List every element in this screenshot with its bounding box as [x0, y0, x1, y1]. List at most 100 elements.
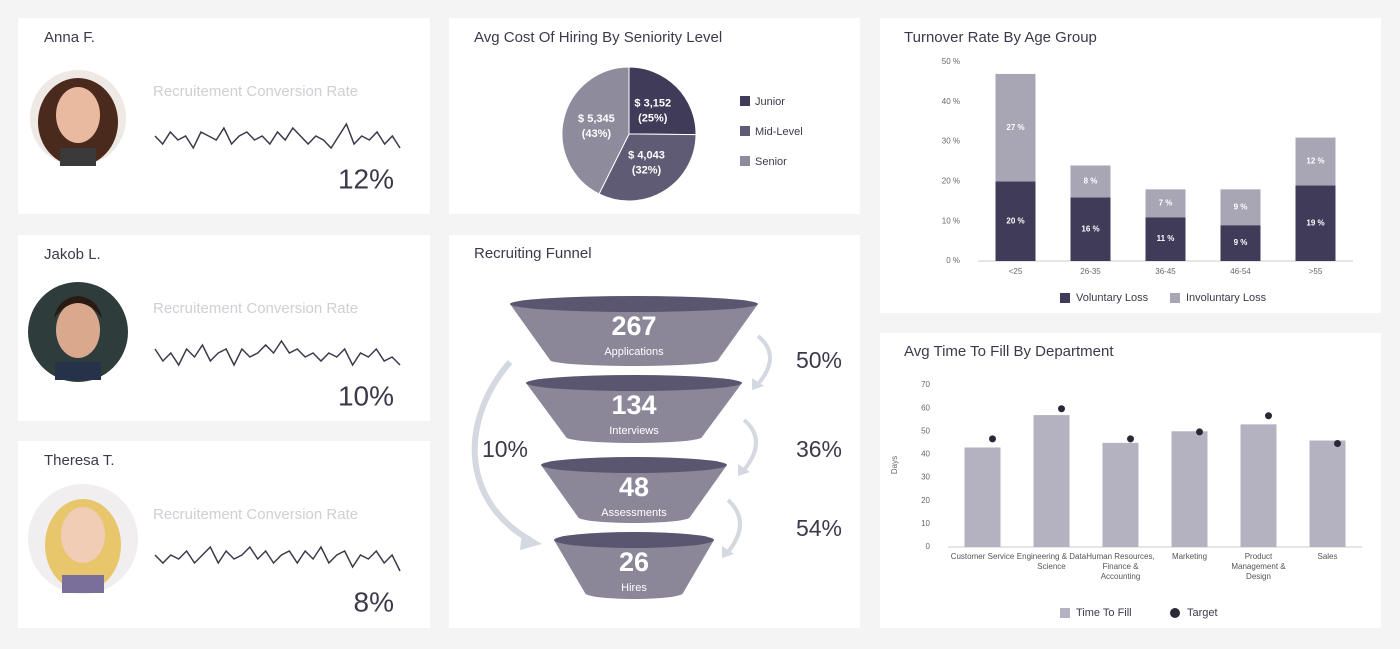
bar-label: 11 % [1157, 234, 1175, 243]
slice-percent: (32%) [632, 164, 662, 176]
stage-value: 26 [619, 547, 649, 577]
conversion: 36% [796, 436, 842, 462]
y-tick-label: 50 % [942, 57, 960, 66]
y-tick-label: 60 [921, 403, 930, 412]
legend-label: Voluntary Loss [1076, 292, 1149, 304]
bar [964, 447, 1001, 547]
metric-label: Recruitement Conversion Rate [153, 506, 358, 523]
y-tick-label: 30 % [942, 137, 960, 146]
legend-label: Junior [755, 96, 785, 108]
y-tick-label: 0 [926, 542, 931, 551]
chart-title: Avg Cost Of Hiring By Seniority Level [474, 29, 722, 46]
bar-label: 9 % [1234, 202, 1248, 211]
x-tick-label: Human Resources, Finance & Accounting [1086, 552, 1155, 581]
bar-segment [1070, 165, 1111, 198]
sparkline [154, 339, 401, 367]
funnel-title: Recruiting Funnel [474, 245, 592, 262]
target-dot [1058, 405, 1065, 413]
slice-label: $ 4,043 [628, 149, 665, 161]
y-tick-label: 40 % [942, 97, 960, 106]
person-name: Anna F. [44, 29, 95, 46]
legend-swatch [740, 156, 750, 166]
funnel-arrows [471, 334, 772, 554]
stage-value: 267 [611, 311, 656, 341]
conversion: 50% [796, 347, 842, 373]
pie-slice [561, 66, 630, 195]
y-tick-label: 20 % [942, 177, 960, 186]
x-tick-label: >55 [1309, 267, 1323, 276]
stage-label: Interviews [609, 425, 659, 437]
stage-value: 48 [619, 472, 649, 502]
bar-segment [995, 181, 1036, 261]
funnel-tier [510, 304, 758, 366]
rate: 12% [338, 163, 394, 194]
stage-label: Applications [604, 346, 664, 358]
bar [1240, 424, 1277, 547]
target-dot [1196, 428, 1203, 436]
x-tick-label: <25 [1009, 267, 1023, 276]
x-tick-label: 26-35 [1080, 267, 1101, 276]
bar-segment [1295, 185, 1336, 261]
pie-slice [598, 133, 697, 202]
slice-percent: (25%) [638, 112, 668, 124]
avatar [30, 70, 126, 166]
x-tick-label: Engineering & Data Science [1016, 552, 1087, 571]
bar-segment [1220, 189, 1261, 226]
y-tick-label: 30 [921, 473, 930, 482]
slice-percent: (43%) [582, 128, 612, 140]
funnel-tier [554, 540, 714, 599]
bar [1102, 442, 1139, 547]
bar-segment [1295, 137, 1336, 186]
y-tick-label: 10 % [942, 216, 960, 225]
person-name: Jakob L. [44, 246, 101, 263]
funnel-top [541, 457, 727, 473]
slice-label: $ 5,345 [578, 113, 615, 125]
bar-label: 7 % [1159, 198, 1173, 207]
x-tick-label: Product Management & Design [1231, 552, 1286, 581]
sparkline [154, 545, 401, 572]
pie-slice [628, 66, 697, 136]
overall-conversion: 10% [482, 436, 528, 462]
conversion: 54% [796, 515, 842, 541]
legend-label: Involuntary Loss [1186, 292, 1267, 304]
stage-label: Assessments [601, 507, 667, 519]
bar-segment [995, 73, 1036, 182]
y-tick-label: 70 [921, 380, 930, 389]
bar-segment [1145, 217, 1186, 261]
target-dot [1127, 435, 1134, 443]
bar [1309, 440, 1346, 547]
legend-swatch [740, 126, 750, 136]
rate: 8% [354, 586, 394, 617]
metric-label: Recruitement Conversion Rate [153, 300, 358, 317]
y-tick-label: 50 [921, 426, 930, 435]
legend-swatch [740, 96, 750, 106]
chart-title: Turnover Rate By Age Group [904, 29, 1097, 46]
y-tick-label: 10 [921, 519, 930, 528]
funnel-tier [526, 383, 742, 443]
avatar [28, 484, 138, 594]
target-dot [1265, 412, 1272, 420]
y-tick-label: 0 % [946, 256, 960, 265]
bar-label: 9 % [1234, 238, 1248, 247]
x-tick-label: Sales [1317, 552, 1338, 561]
legend-label: Mid-Level [755, 126, 803, 138]
funnel-top [554, 532, 714, 548]
person-name: Theresa T. [44, 452, 115, 469]
target-dot [989, 435, 996, 443]
bar-label: 12 % [1306, 157, 1324, 166]
x-tick-label: Customer Service [950, 552, 1015, 561]
x-tick-label: 36-45 [1155, 267, 1176, 276]
legend-label: Target [1187, 607, 1218, 619]
funnel-tier [541, 465, 727, 523]
legend-swatch [1060, 293, 1070, 303]
y-tick-label: 40 [921, 450, 930, 459]
funnel-arrowheads [520, 378, 764, 558]
bar-label: 16 % [1081, 224, 1099, 233]
legend-swatch [1060, 608, 1070, 618]
bar [1171, 431, 1208, 547]
x-tick-label: 46-54 [1230, 267, 1251, 276]
y-tick-label: 20 [921, 496, 930, 505]
legend-label: Senior [755, 156, 787, 168]
legend-dot [1170, 608, 1180, 618]
